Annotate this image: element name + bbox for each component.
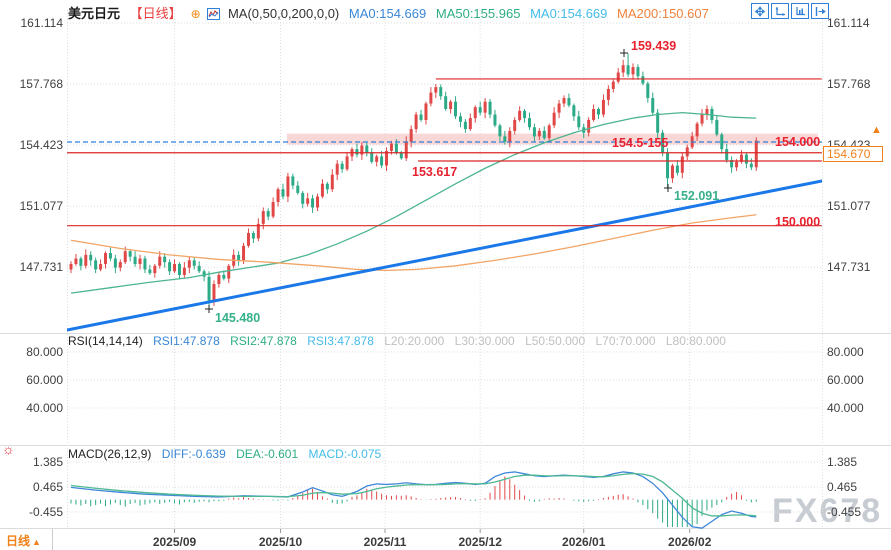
annotation-labels: 159.439 154.5-155 154.000 153.617 152.091 150… bbox=[205, 39, 820, 325]
svg-text:145.480: 145.480 bbox=[215, 311, 260, 325]
svg-text:1.385: 1.385 bbox=[33, 455, 63, 469]
svg-text:2025/09: 2025/09 bbox=[153, 535, 197, 549]
price-up-arrow-icon: ▲ bbox=[871, 124, 882, 136]
svg-text:151.077: 151.077 bbox=[20, 199, 64, 213]
svg-text:2026/01: 2026/01 bbox=[562, 535, 606, 549]
indicator-settings-icon[interactable]: ☼ bbox=[2, 441, 15, 457]
moving-average-lines bbox=[70, 112, 757, 294]
pan-icon[interactable] bbox=[751, 3, 769, 19]
macd-layer bbox=[70, 471, 757, 529]
horizontal-level-lines[interactable] bbox=[67, 78, 822, 227]
chart-toolbar bbox=[751, 3, 829, 19]
jump-latest-icon[interactable] bbox=[811, 3, 829, 19]
rsi3-value: RSI3:47.878 bbox=[307, 334, 374, 348]
svg-text:80.000: 80.000 bbox=[26, 345, 63, 359]
svg-text:2026/02: 2026/02 bbox=[668, 535, 712, 549]
svg-text:1.385: 1.385 bbox=[827, 455, 857, 469]
dea-value: DEA:-0.601 bbox=[236, 447, 299, 461]
ma-style-icon[interactable] bbox=[207, 8, 221, 23]
rsi-level-l20: L20:20.000 bbox=[384, 334, 445, 348]
rsi1-value: RSI1:47.878 bbox=[153, 334, 220, 348]
rsi-panel-header: RSI(14,14,14) RSI1:47.878 RSI2:47.878 RS… bbox=[68, 334, 733, 348]
svg-text:2025/10: 2025/10 bbox=[259, 535, 303, 549]
svg-text:157.768: 157.768 bbox=[20, 77, 64, 91]
grid-layer bbox=[0, 10, 891, 550]
ma0-value: MA0:154.669 bbox=[348, 6, 427, 21]
axis-labels: 2025/09 2025/10 2025/11 2025/12 2026/01 2026/… bbox=[20, 16, 871, 549]
svg-text:2025/11: 2025/11 bbox=[364, 535, 407, 549]
svg-text:40.000: 40.000 bbox=[26, 401, 63, 415]
rsi-line bbox=[71, 358, 756, 432]
macd-title: MACD(26,12,9) bbox=[68, 447, 152, 461]
svg-text:0.465: 0.465 bbox=[827, 480, 857, 494]
svg-text:60.000: 60.000 bbox=[827, 373, 864, 387]
timeframe-tag: 【日线】 bbox=[129, 6, 182, 21]
svg-text:153.617: 153.617 bbox=[412, 165, 457, 179]
svg-text:-0.455: -0.455 bbox=[29, 505, 63, 519]
axis-shift-icon[interactable] bbox=[791, 3, 809, 19]
svg-text:154.423: 154.423 bbox=[20, 138, 64, 152]
timeframe-button[interactable]: 日线 ▲ bbox=[6, 532, 41, 549]
svg-text:159.439: 159.439 bbox=[631, 39, 676, 53]
svg-text:147.731: 147.731 bbox=[827, 260, 871, 274]
svg-text:161.114: 161.114 bbox=[827, 16, 870, 30]
rsi-title: RSI(14,14,14) bbox=[68, 334, 143, 348]
svg-text:40.000: 40.000 bbox=[827, 401, 864, 415]
diff-value: DIFF:-0.639 bbox=[161, 447, 226, 461]
support-zone-band bbox=[286, 133, 818, 145]
svg-text:150.000: 150.000 bbox=[775, 215, 820, 229]
ma-settings-text: MA(0,50,0,200,0,0) bbox=[227, 6, 340, 21]
ma50-value: MA50:155.965 bbox=[435, 6, 521, 21]
svg-text:152.091: 152.091 bbox=[674, 189, 719, 203]
ma200-value: MA200:150.607 bbox=[617, 6, 709, 21]
symbol-name: 美元日元 bbox=[68, 6, 121, 21]
svg-text:151.077: 151.077 bbox=[827, 199, 871, 213]
svg-text:161.114: 161.114 bbox=[21, 16, 64, 30]
timeframe-button-label: 日线 bbox=[6, 534, 31, 548]
ma0b-value: MA0:154.669 bbox=[530, 6, 608, 21]
svg-text:-0.455: -0.455 bbox=[827, 505, 861, 519]
svg-text:2025/12: 2025/12 bbox=[458, 535, 502, 549]
macd-value: MACD:-0.075 bbox=[308, 447, 382, 461]
fx678-watermark: FX678 bbox=[772, 492, 883, 530]
timeframe-arrow-icon: ▲ bbox=[32, 537, 41, 547]
svg-text:147.731: 147.731 bbox=[20, 260, 64, 274]
svg-text:154.000: 154.000 bbox=[775, 135, 820, 149]
rsi-level-l80: L80:80.000 bbox=[665, 334, 726, 348]
chart-legend: 美元日元 【日线】 ⊕ MA(0,50,0,200,0,0) MA0:154.66… bbox=[68, 3, 715, 23]
rsi-level-l30: L30:30.000 bbox=[454, 334, 515, 348]
rsi2-value: RSI2:47.878 bbox=[230, 334, 297, 348]
trendline-drawing[interactable] bbox=[67, 179, 822, 332]
macd-panel-header: MACD(26,12,9) DIFF:-0.639 DEA:-0.601 MAC… bbox=[68, 447, 388, 461]
axis-scale-icon[interactable] bbox=[771, 3, 789, 19]
svg-text:157.768: 157.768 bbox=[827, 77, 871, 91]
rsi-level-l50: L50:50.000 bbox=[525, 334, 586, 348]
svg-text:80.000: 80.000 bbox=[827, 345, 864, 359]
candles-layer bbox=[69, 53, 758, 309]
add-indicator-icon[interactable]: ⊕ bbox=[190, 7, 201, 21]
svg-text:60.000: 60.000 bbox=[26, 373, 63, 387]
rsi-level-l70: L70:70.000 bbox=[595, 334, 656, 348]
svg-text:0.465: 0.465 bbox=[33, 480, 63, 494]
current-price-box: 154.670 bbox=[823, 146, 883, 162]
svg-text:154.5-155: 154.5-155 bbox=[612, 136, 668, 150]
